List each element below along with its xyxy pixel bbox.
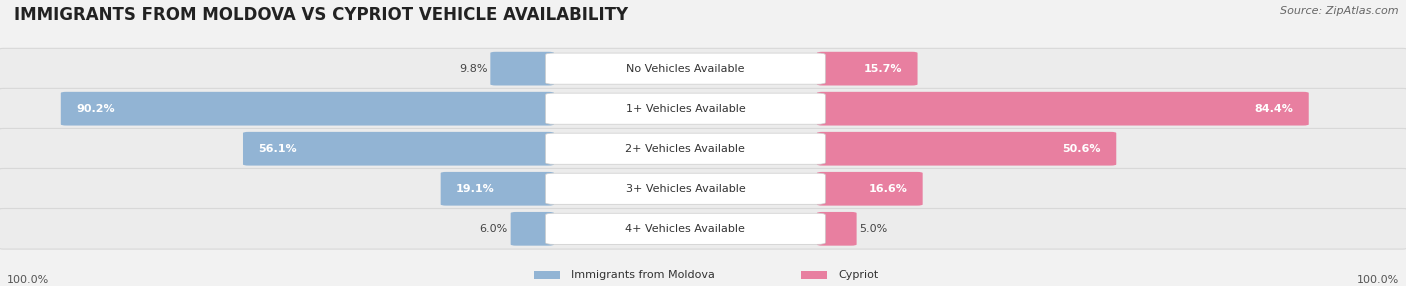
FancyBboxPatch shape xyxy=(0,48,1406,89)
Text: 9.8%: 9.8% xyxy=(458,64,488,74)
Text: No Vehicles Available: No Vehicles Available xyxy=(626,64,745,74)
Text: 50.6%: 50.6% xyxy=(1063,144,1101,154)
FancyBboxPatch shape xyxy=(534,271,560,279)
FancyBboxPatch shape xyxy=(0,128,1406,169)
Text: 16.6%: 16.6% xyxy=(869,184,907,194)
Text: Source: ZipAtlas.com: Source: ZipAtlas.com xyxy=(1281,6,1399,16)
FancyBboxPatch shape xyxy=(546,53,825,84)
FancyBboxPatch shape xyxy=(0,168,1406,209)
Text: 84.4%: 84.4% xyxy=(1254,104,1294,114)
FancyBboxPatch shape xyxy=(510,212,554,246)
Text: 19.1%: 19.1% xyxy=(456,184,495,194)
FancyBboxPatch shape xyxy=(817,172,922,206)
FancyBboxPatch shape xyxy=(817,212,856,246)
Text: 56.1%: 56.1% xyxy=(259,144,297,154)
FancyBboxPatch shape xyxy=(60,92,554,126)
Text: 1+ Vehicles Available: 1+ Vehicles Available xyxy=(626,104,745,114)
Text: Immigrants from Moldova: Immigrants from Moldova xyxy=(571,270,714,279)
Text: 90.2%: 90.2% xyxy=(76,104,115,114)
Text: 2+ Vehicles Available: 2+ Vehicles Available xyxy=(626,144,745,154)
Text: 5.0%: 5.0% xyxy=(859,224,887,234)
FancyBboxPatch shape xyxy=(817,92,1309,126)
FancyBboxPatch shape xyxy=(817,52,918,86)
Text: 6.0%: 6.0% xyxy=(479,224,508,234)
Text: 100.0%: 100.0% xyxy=(7,275,49,285)
FancyBboxPatch shape xyxy=(817,132,1116,166)
FancyBboxPatch shape xyxy=(546,93,825,124)
Text: 3+ Vehicles Available: 3+ Vehicles Available xyxy=(626,184,745,194)
FancyBboxPatch shape xyxy=(440,172,554,206)
Text: IMMIGRANTS FROM MOLDOVA VS CYPRIOT VEHICLE AVAILABILITY: IMMIGRANTS FROM MOLDOVA VS CYPRIOT VEHIC… xyxy=(14,6,628,24)
FancyBboxPatch shape xyxy=(491,52,554,86)
Text: Cypriot: Cypriot xyxy=(838,270,879,279)
Text: 4+ Vehicles Available: 4+ Vehicles Available xyxy=(626,224,745,234)
FancyBboxPatch shape xyxy=(546,133,825,164)
Text: 15.7%: 15.7% xyxy=(863,64,903,74)
Text: 100.0%: 100.0% xyxy=(1357,275,1399,285)
FancyBboxPatch shape xyxy=(0,208,1406,249)
FancyBboxPatch shape xyxy=(243,132,554,166)
FancyBboxPatch shape xyxy=(546,213,825,244)
FancyBboxPatch shape xyxy=(0,88,1406,129)
FancyBboxPatch shape xyxy=(801,271,827,279)
FancyBboxPatch shape xyxy=(546,173,825,204)
